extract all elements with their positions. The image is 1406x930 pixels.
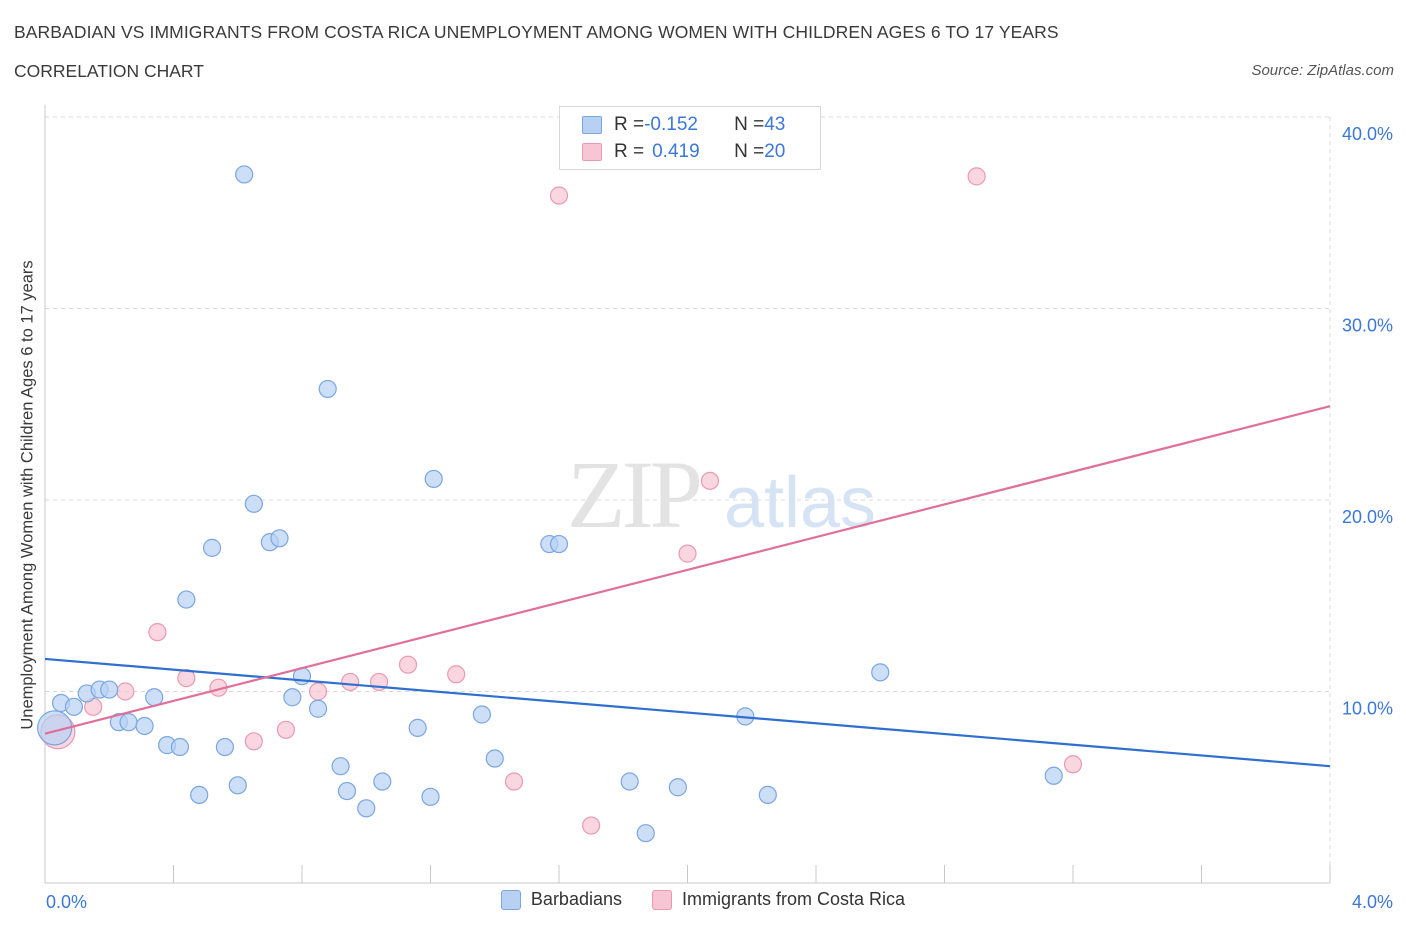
barbadian-point: [1044, 766, 1063, 785]
y-tick-label: 40.0%: [1342, 124, 1393, 144]
series-legend-barbadians[interactable]: Barbadians: [500, 889, 622, 910]
x-tick-label: 4.0%: [1352, 892, 1393, 912]
barbadian-point: [337, 781, 357, 801]
barbadian-point: [244, 494, 263, 513]
watermark: ZIP atlas: [567, 441, 876, 548]
x-tick-label: 0.0%: [46, 892, 87, 912]
barbadian-point: [64, 697, 84, 716]
barbadian-point: [472, 705, 491, 724]
costa-rica-point: [116, 682, 135, 701]
y-tick-label: 30.0%: [1342, 316, 1393, 336]
watermark-atlas: atlas: [724, 463, 876, 543]
barbadian-point: [549, 534, 569, 554]
legend-r-value: 0.419: [652, 141, 700, 162]
barbadian-point: [270, 529, 289, 548]
costa-rica-point: [244, 732, 263, 751]
costa-rica-point: [1063, 755, 1083, 774]
costa-rica-point: [967, 167, 986, 186]
barbadian-point: [215, 737, 234, 757]
costa-rica-point: [700, 471, 720, 490]
legend-swatch-blue: [582, 116, 602, 134]
barbadian-point: [283, 688, 302, 707]
barbadian-point: [235, 165, 254, 184]
barbadian-point: [202, 538, 222, 557]
legend-n-value: 20: [764, 141, 786, 162]
costa-rica-point: [447, 665, 466, 684]
costa-rica-points: [40, 167, 1083, 835]
tick-labels: 10.0% 20.0% 30.0% 40.0% 0.0% 4.0%: [46, 124, 1393, 912]
barbadian-point: [135, 716, 154, 736]
correlation-legend: R = -0.152 N = 43 R = 0.419 N = 20: [559, 106, 821, 170]
costa-rica-point: [549, 186, 569, 205]
axes: [44, 105, 1331, 884]
y-tick-label: 20.0%: [1342, 507, 1393, 527]
series-legend-costa-rica[interactable]: Immigrants from Costa Rica: [652, 889, 905, 910]
costa-rica-point: [148, 623, 167, 642]
trend-lines: [44, 405, 1331, 768]
costa-rica-trend-line: [44, 405, 1331, 735]
series-legend-label: Immigrants from Costa Rica: [682, 889, 906, 909]
costa-rica-point: [177, 668, 196, 688]
barbadian-point: [636, 824, 655, 843]
barbadian-point: [190, 785, 209, 805]
costa-rica-point: [504, 772, 524, 791]
costa-rica-point: [341, 672, 360, 692]
barbadian-point: [373, 772, 392, 791]
legend-row-barbadians: R = -0.152 N = 43: [582, 112, 785, 138]
barbadian-point: [668, 778, 687, 797]
y-tick-label: 10.0%: [1342, 699, 1393, 719]
costa-rica-point: [276, 720, 296, 739]
barbadian-point: [228, 776, 247, 795]
barbadian-point: [871, 663, 890, 682]
series-swatch-pink: [652, 889, 672, 910]
legend-swatch-pink: [582, 143, 602, 161]
legend-r-label: R =: [614, 141, 645, 162]
costa-rica-point: [398, 655, 418, 674]
legend-r-value: -0.152: [644, 114, 698, 135]
chart-subtitle: CORRELATION CHART: [14, 61, 204, 81]
barbadian-point: [177, 590, 196, 609]
source-credit: Source: ZipAtlas.com: [1251, 62, 1394, 79]
costa-rica-point: [678, 544, 697, 563]
barbadian-point: [485, 749, 504, 768]
barbadian-points: [37, 165, 1063, 843]
y-axis-label: Unemployment Among Women with Children A…: [18, 260, 37, 730]
costa-rica-point: [582, 816, 601, 835]
barbadian-point: [170, 737, 190, 757]
costa-rica-point: [308, 682, 328, 701]
barbadian-point: [318, 379, 337, 399]
barbadian-point: [408, 718, 427, 737]
barbadian-point: [758, 785, 777, 805]
barbadian-point: [119, 713, 138, 732]
legend-n-label: N =: [734, 141, 765, 162]
legend-row-costa-rica: R = 0.419 N = 20: [582, 139, 785, 165]
barbadian-point: [331, 757, 350, 776]
chart-title: BARBADIAN VS IMMIGRANTS FROM COSTA RICA …: [14, 22, 1059, 42]
series-legend-label: Barbadians: [530, 889, 622, 909]
series-legend: Barbadians Immigrants from Costa Rica: [0, 889, 1406, 910]
legend-n-label: N =: [734, 114, 765, 135]
series-swatch-blue: [500, 889, 521, 910]
barbadian-point: [424, 469, 443, 489]
barbadian-trend-line: [44, 657, 1331, 768]
legend-r-label: R =: [614, 114, 645, 135]
barbadian-point: [620, 772, 639, 791]
watermark-zip: ZIP: [567, 441, 700, 548]
barbadian-point: [357, 799, 376, 818]
legend-n-value: 43: [764, 114, 786, 135]
barbadian-point: [308, 699, 328, 718]
barbadian-point: [421, 787, 440, 806]
barbadian-point: [100, 680, 119, 699]
